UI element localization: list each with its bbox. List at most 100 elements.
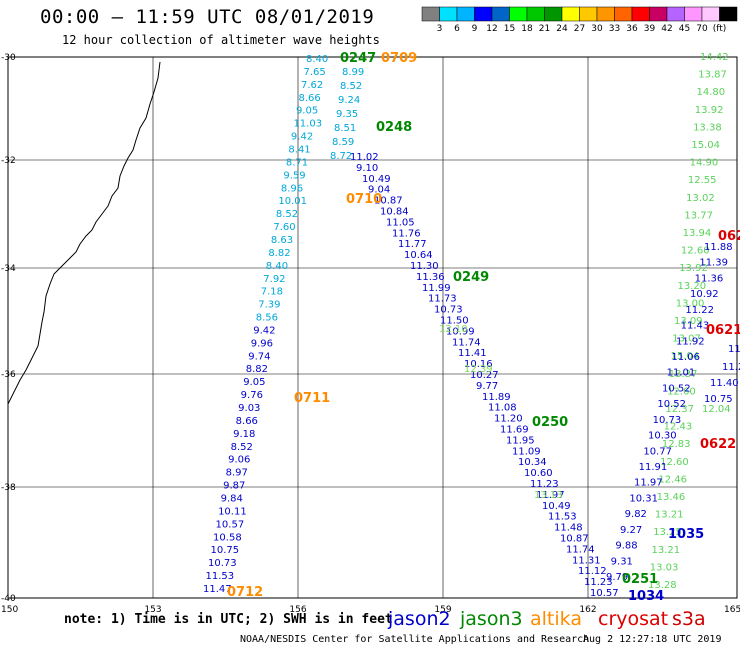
wave-height-label: 11.99	[422, 283, 451, 294]
colorbar-swatch	[509, 6, 528, 22]
wave-height-label: 12.46	[658, 474, 687, 485]
colorbar-label: 30	[591, 24, 603, 34]
pass-time-label: 0248	[376, 120, 412, 135]
colorbar-swatch	[544, 6, 563, 22]
wave-height-label: 7.60	[273, 222, 295, 233]
wave-height-label: 9.74	[248, 351, 270, 362]
lon-label: 156	[289, 605, 306, 615]
wave-height-label: 12.37	[665, 404, 694, 415]
wave-height-label: 10.30	[648, 431, 677, 442]
wave-height-label: 13.03	[650, 562, 679, 573]
wave-height-label: 11.77	[398, 239, 427, 250]
wave-height-label: 11.06	[671, 352, 700, 363]
wave-height-label: 8.66	[236, 416, 258, 427]
wave-height-label: 13.21	[655, 510, 684, 521]
wave-height-label: 13.13	[534, 490, 563, 501]
wave-height-label: 11.74	[566, 544, 595, 555]
colorbar-swatch	[631, 6, 650, 22]
wave-height-label: 13.38	[693, 122, 722, 133]
wave-height-label: 12.10	[439, 324, 468, 335]
colorbar-swatch	[456, 6, 475, 22]
wave-height-label: 10.75	[211, 545, 240, 556]
wave-height-label: 11.89	[482, 392, 511, 403]
colorbar-swatch	[719, 6, 738, 22]
wave-height-label: 7.62	[301, 80, 323, 91]
wave-height-label: 10.49	[362, 174, 391, 185]
wave-height-label: 11.92	[676, 336, 705, 347]
wave-height-label: 7.65	[303, 67, 325, 78]
colorbar-swatch	[579, 6, 598, 22]
wave-height-label: 11.88	[704, 242, 733, 253]
wave-height-label: 9.88	[615, 541, 637, 552]
lon-label: 162	[579, 605, 596, 615]
wave-height-label: 10.73	[208, 558, 237, 569]
wave-height-label: 11.05	[386, 217, 415, 228]
colorbar-label: 9	[472, 24, 478, 34]
colorbar-label: 18	[521, 24, 533, 34]
wave-height-label: 7.18	[261, 287, 283, 298]
wave-height-label: 8.59	[332, 137, 354, 148]
colorbar-swatch	[439, 6, 458, 22]
wave-height-label: 11.53	[206, 571, 235, 582]
wave-height-label: 10.27	[470, 370, 499, 381]
legend-s3a: s3a	[672, 608, 706, 630]
legend-jason2: jason2	[388, 608, 451, 630]
wave-height-label: 12.60	[660, 457, 689, 468]
wave-height-label: 11.36	[695, 273, 724, 284]
colorbar-label: 15	[504, 24, 515, 34]
colorbar-swatch	[596, 6, 615, 22]
pass-time-label: 0247	[340, 51, 376, 66]
wave-height-label: 12.83	[662, 439, 691, 450]
generation-timestamp: Aug 2 12:27:18 UTC 2019	[583, 634, 722, 645]
wave-height-label: 11.95	[506, 435, 535, 446]
wave-height-label: 10.75	[704, 394, 733, 405]
wave-height-label: 10.52	[662, 383, 691, 394]
wave-height-label: 10.31	[629, 493, 658, 504]
wave-height-label: 9.03	[238, 403, 260, 414]
colorbar-swatch	[561, 6, 580, 22]
wave-height-label: 10.16	[464, 359, 493, 370]
wave-height-label: 11.21	[722, 362, 740, 373]
wave-height-label: 11.97	[634, 478, 663, 489]
wave-height-label: 10.57	[216, 519, 245, 530]
wave-height-label: 9.18	[233, 429, 255, 440]
lon-label: 165	[724, 605, 740, 615]
wave-height-label: 8.71	[286, 157, 308, 168]
wave-height-label: 12.60	[681, 246, 710, 257]
wave-height-label: 14.90	[690, 158, 719, 169]
colorbar-swatch	[421, 6, 440, 22]
colorbar-label: 12	[486, 24, 497, 34]
wave-height-label: 13.07	[672, 334, 701, 345]
pass-time-label: 0251	[622, 572, 658, 587]
wave-height-label: 15.04	[691, 140, 720, 151]
colorbar-swatch	[474, 6, 493, 22]
colorbar-label: 6	[454, 24, 460, 34]
pass-time-label: 0249	[453, 270, 489, 285]
wave-height-label: 11.22	[685, 305, 714, 316]
map-title: 00:00 – 11:59 UTC 08/01/2019	[40, 6, 375, 28]
wave-height-label: 9.24	[338, 95, 360, 106]
wave-height-label: 10.57	[590, 588, 619, 599]
colorbar-label: 42	[661, 24, 672, 34]
wave-height-label: 9.82	[625, 509, 647, 520]
wave-height-label: 13.00	[676, 298, 705, 309]
colorbar-label: 39	[644, 24, 656, 34]
wave-height-label: 11.08	[488, 403, 517, 414]
lon-label: 150	[1, 605, 18, 615]
map-subtitle: 12 hour collection of altimeter wave hei…	[62, 33, 380, 47]
lat-label: -30	[1, 53, 16, 63]
wave-height-label: 9.42	[253, 325, 275, 336]
wave-height-label: 9.79	[606, 572, 628, 583]
lat-label: -40	[1, 594, 16, 604]
wave-height-label: 10.60	[524, 468, 553, 479]
wave-height-label: 11.97	[536, 490, 565, 501]
pass-time-label: 0250	[532, 415, 568, 430]
lat-label: -36	[1, 370, 16, 380]
pass-time-label: 062	[718, 229, 740, 244]
wave-height-label: 10.11	[218, 506, 247, 517]
pass-time-label: 0711	[294, 391, 330, 406]
colorbar-label: 36	[626, 24, 638, 34]
wave-height-label: 12.55	[688, 175, 717, 186]
wave-height-label: 10.01	[278, 196, 307, 207]
